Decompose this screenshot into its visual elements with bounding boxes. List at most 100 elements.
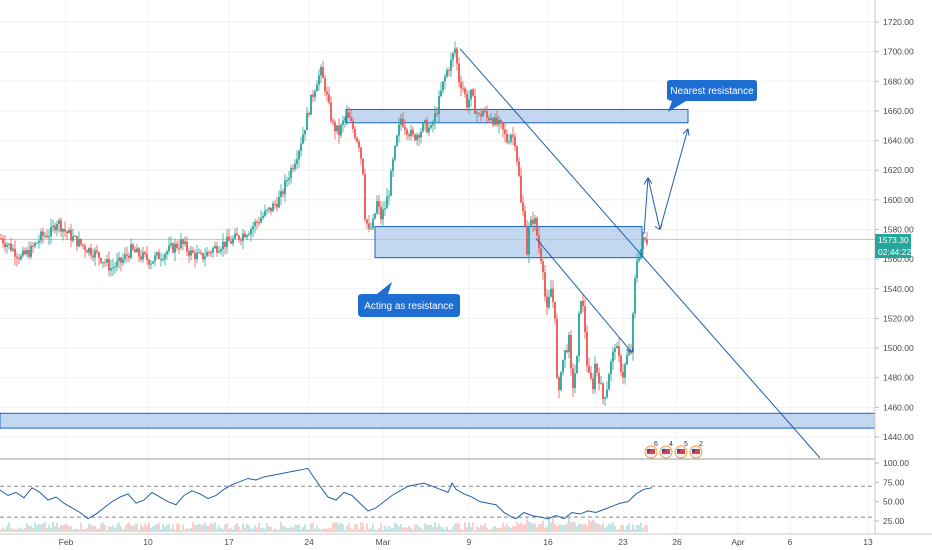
volume-bar (556, 525, 558, 532)
volume-bar (154, 524, 156, 532)
volume-bar (238, 526, 240, 532)
volume-bar (564, 524, 566, 532)
candle-body (220, 249, 222, 252)
price-tick-label: 1600.00 (883, 195, 914, 205)
volume-bar (414, 524, 416, 532)
event-flag-icon[interactable]: 2 (689, 441, 703, 459)
volume-bar (428, 524, 430, 532)
candle-body (320, 67, 322, 76)
volume-bar (156, 523, 158, 532)
candle-body (14, 248, 16, 257)
candle-body (340, 124, 342, 136)
volume-bar (172, 524, 174, 532)
callout-text-nearest: Nearest resistance (670, 86, 754, 97)
candle-body (444, 76, 446, 82)
candle-body (540, 248, 542, 262)
rsi-axis[interactable]: 100.00 75.00 50.00 25.00 (875, 458, 909, 526)
candle-body (128, 255, 130, 258)
volume-bar (304, 524, 306, 532)
candle-body (334, 122, 336, 132)
volume-bar (332, 522, 334, 532)
volume-bar (190, 527, 192, 532)
candle-body (498, 119, 500, 125)
flag-canton (662, 449, 665, 452)
event-flags[interactable]: 6 4 5 2 (644, 441, 703, 459)
volume-bar (108, 526, 110, 532)
volume-bar (596, 523, 598, 532)
price-tick-label: 1720.00 (883, 17, 914, 27)
volume-bar (272, 529, 274, 532)
volume-bar (560, 524, 562, 532)
volume-bar (32, 528, 34, 532)
volume-bar (168, 524, 170, 532)
volume-bar (518, 523, 520, 532)
volume-bar (50, 528, 52, 532)
candle-body (568, 334, 570, 352)
rsi-tick-label: 50.00 (883, 497, 905, 507)
volume-bar (0, 529, 2, 532)
time-axis[interactable]: Feb 10 17 24 Mar 9 16 23 26 Apr 6 13 (59, 537, 873, 547)
volume-bar (8, 522, 10, 532)
volume-bar (210, 522, 212, 532)
candle-body (268, 207, 270, 210)
volume-bar (368, 528, 370, 532)
volume-bar (464, 522, 466, 532)
candle-body (350, 117, 352, 121)
candle-body (516, 146, 518, 162)
candle-body (380, 206, 382, 220)
arrowhead (682, 128, 690, 136)
candle-body (436, 113, 438, 115)
candle-body (52, 225, 54, 227)
event-flag-icon[interactable]: 5 (674, 441, 688, 459)
volume-bar (354, 523, 356, 532)
candle-body (254, 221, 256, 227)
event-flag-icon[interactable]: 4 (659, 441, 673, 459)
last-price-bg (875, 234, 911, 246)
candle-body (274, 203, 276, 205)
volume-bar (376, 529, 378, 532)
volume-bar (280, 522, 282, 532)
candle-body (130, 244, 132, 258)
event-flag-icon[interactable]: 6 (644, 441, 658, 459)
volume-bar (582, 524, 584, 532)
volume-bar (56, 522, 58, 532)
candle-body (402, 118, 404, 127)
candle-body (546, 296, 548, 308)
candle-body (598, 372, 600, 384)
callout-text-acting: Acting as resistance (364, 301, 454, 312)
candle-body (4, 243, 6, 247)
volume-bar (220, 527, 222, 532)
candle-body (362, 158, 364, 175)
volume-bar (520, 522, 522, 532)
volume-bar (286, 528, 288, 532)
candle-body (518, 161, 520, 176)
price-tick-label: 1640.00 (883, 136, 914, 146)
candle-body (466, 93, 468, 108)
candle-body (536, 218, 538, 236)
volume-bar (526, 517, 528, 532)
flag-stripe (647, 449, 655, 454)
volume-bar (78, 529, 80, 532)
volume-bar (446, 526, 448, 532)
candle-body (622, 371, 624, 378)
candle-body (576, 355, 578, 374)
volume-bar (152, 526, 154, 532)
volume-bar (76, 528, 78, 532)
volume-bar (230, 527, 232, 532)
volume-bar (138, 529, 140, 532)
candle-body (420, 131, 422, 138)
candle-body (234, 233, 236, 239)
price-axis[interactable]: 1720.00 1700.00 1680.00 1660.00 1640.00 1620.… (875, 17, 914, 442)
volume-bar (106, 529, 108, 532)
candle-body (312, 94, 314, 97)
candle-body (144, 252, 146, 255)
volume-bar (574, 522, 576, 532)
candle-body (424, 120, 426, 124)
price-tick-label: 1680.00 (883, 76, 914, 86)
candle-body (170, 243, 172, 246)
candle-body (474, 95, 476, 114)
candle-body (366, 219, 368, 224)
rsi-tick-label: 100.00 (883, 458, 909, 468)
candle-body (70, 229, 72, 241)
